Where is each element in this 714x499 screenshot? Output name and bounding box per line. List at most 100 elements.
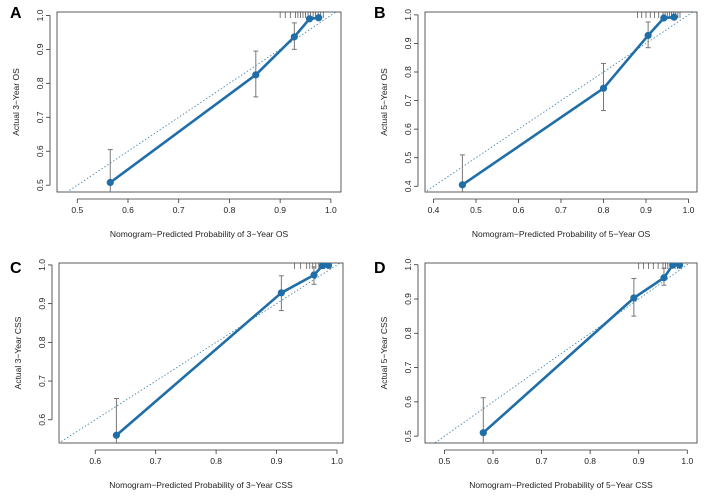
plot-frame [424,262,698,444]
calibration-point [305,15,314,23]
y-tick-label: 0.8 [403,66,413,78]
y-tick-label: 0.6 [37,414,47,426]
calibration-point [106,178,114,187]
x-axis-title: Nomogram−Predicted Probability of 5−Year… [472,229,651,239]
y-tick-label: 1.0 [403,259,413,271]
x-tick-label: 0.9 [633,456,645,466]
x-tick-label: 0.6 [89,456,101,466]
calibration-point [660,14,668,22]
calibration-panel-a: A 0.5 0.6 0.7 0.8 0.9 1.0 0.5 0.6 0.7 0.8 0.9 1.0 Nom… [10,5,342,239]
calibration-point [310,271,318,279]
calibration-panel-b: B 0.4 0.5 0.6 0.7 0.8 0.9 1.0 0.4 0.5 0.6 0.7 0.8 0.9… [374,5,698,239]
y-tick-label: 0.6 [403,396,413,408]
panel-letter: D [374,260,386,277]
x-axis-title: Nomogram−Predicted Probability of 3−Year… [110,229,289,239]
y-tick-label: 0.9 [403,37,413,49]
calibration-point [458,181,466,189]
x-tick-label: 0.9 [274,205,286,215]
x-axis-title: Nomogram−Predicted Probability of 5−Year… [469,480,653,490]
x-tick-label: 0.5 [439,456,451,466]
x-tick-label: 1.0 [331,456,343,466]
plot-area [433,263,691,443]
x-tick-label: 0.4 [428,205,440,215]
ideal-diagonal-line [66,12,337,192]
x-tick-label: 0.6 [122,205,134,215]
y-tick-label: 0.4 [403,180,413,192]
y-axis-title: Actual 5−Year OS [379,68,389,136]
calibration-panel-d: D 0.5 0.6 0.7 0.8 0.9 1.0 0.5 0.6 0.7 0.8 0.9 1.0 Nom… [374,259,698,490]
y-tick-label: 0.9 [403,293,413,305]
x-tick-label: 0.8 [224,205,236,215]
x-tick-label: 0.7 [150,456,162,466]
y-tick-label: 0.8 [37,336,47,348]
x-tick-label: 0.5 [71,205,83,215]
x-tick-label: 0.7 [173,205,185,215]
y-tick-label: 0.7 [35,111,45,123]
x-tick-label: 0.6 [513,205,525,215]
calibration-point [479,429,487,437]
plot-area [59,263,341,443]
calibration-point [315,14,323,22]
y-tick-label: 0.5 [403,430,413,442]
x-tick-label: 0.9 [271,456,283,466]
y-tick-label: 1.0 [35,9,45,21]
plot-frame [58,262,344,444]
x-tick-label: 0.8 [598,205,610,215]
panel-letter: C [10,260,22,277]
y-tick-label: 0.7 [403,94,413,106]
calibration-point [644,31,652,40]
calibration-point [599,84,608,92]
y-tick-label: 0.7 [403,361,413,373]
calibration-point [630,294,638,302]
plot-area [425,12,694,192]
y-tick-label: 0.8 [403,327,413,339]
calibration-point [112,431,121,439]
calibration-point [669,263,677,269]
calibration-panel-c: C 0.6 0.7 0.8 0.9 1.0 0.6 0.7 0.8 0.9 1.0 Nomogram−… [10,259,344,490]
y-tick-label: 1.0 [403,9,413,21]
ideal-diagonal-line [433,263,691,443]
plot-frame [56,11,342,193]
calibration-line [115,264,329,437]
x-tick-label: 0.7 [536,456,548,466]
x-tick-label: 1.0 [325,205,337,215]
y-axis-title: Actual 3−Year OS [11,68,21,136]
plot-frame [424,11,698,193]
calibration-point [290,33,298,41]
y-tick-label: 0.9 [35,43,45,55]
calibration-point [324,263,333,269]
ideal-diagonal-line [425,12,694,192]
calibration-line [482,263,680,434]
panel-letter: B [374,5,386,22]
calibration-point [318,263,327,270]
calibration-point [670,13,678,21]
panel-letter: A [10,5,22,22]
calibration-point [277,289,285,297]
y-tick-label: 0.5 [35,179,45,191]
x-tick-label: 0.6 [487,456,499,466]
x-tick-label: 0.9 [640,205,652,215]
x-tick-label: 1.0 [683,205,695,215]
x-tick-label: 0.8 [210,456,222,466]
x-tick-label: 1.0 [681,456,693,466]
calibration-point [252,71,260,79]
calibration-point [675,263,684,269]
y-tick-label: 0.6 [35,145,45,157]
x-tick-label: 0.8 [584,456,596,466]
x-axis-title: Nomogram−Predicted Probability of 3−Year… [109,480,293,490]
calibration-line [461,15,675,186]
y-axis-title: Actual 5−Year CSS [379,316,389,389]
plot-area [66,12,337,192]
y-tick-label: 1.0 [37,259,47,271]
y-tick-label: 0.7 [37,375,47,387]
y-tick-label: 0.5 [403,152,413,164]
y-tick-label: 0.9 [37,297,47,309]
ideal-diagonal-line [59,263,341,443]
x-tick-label: 0.5 [470,205,482,215]
x-tick-label: 0.7 [555,205,567,215]
y-tick-label: 0.6 [403,123,413,135]
y-tick-label: 0.8 [35,77,45,89]
calibration-point [660,274,668,282]
calibration-line [109,16,319,184]
